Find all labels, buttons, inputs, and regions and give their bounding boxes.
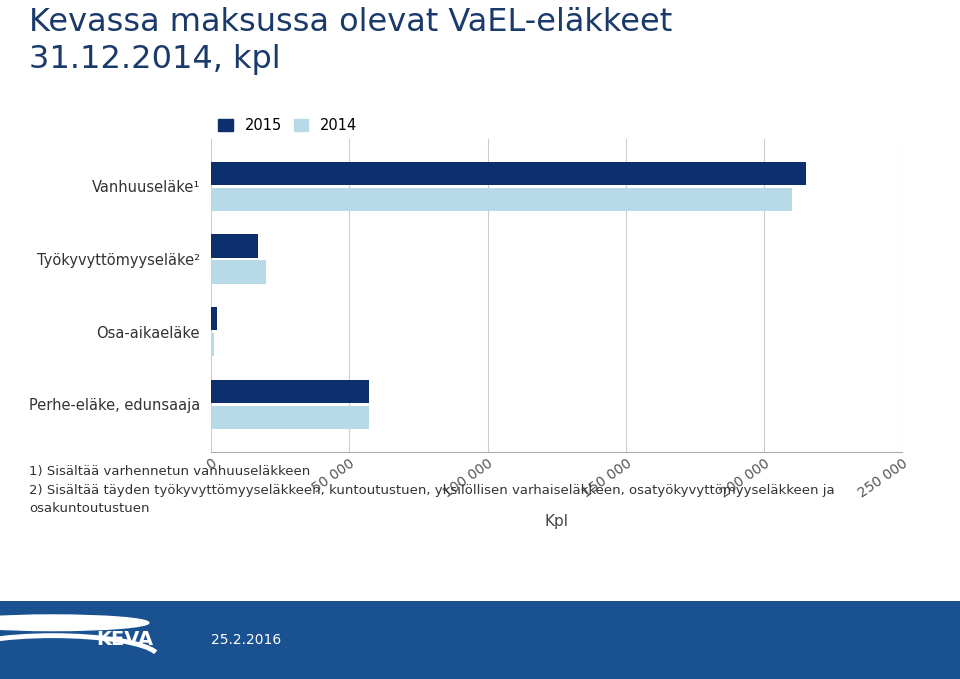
Bar: [211, 333, 214, 356]
Bar: [211, 188, 792, 211]
Text: Kevassa maksussa olevat VaEL-eläkkeet
31.12.2014, kpl: Kevassa maksussa olevat VaEL-eläkkeet 31…: [29, 7, 672, 75]
Text: 25.2.2016: 25.2.2016: [211, 633, 281, 647]
Circle shape: [0, 615, 149, 631]
Bar: [211, 261, 267, 284]
Text: 1) Sisältää varhennetun vanhuuseläkkeen
2) Sisältää täyden työkyvyttömyyseläkkee: 1) Sisältää varhennetun vanhuuseläkkeen …: [29, 465, 834, 515]
Bar: [211, 162, 805, 185]
Text: KEVA: KEVA: [96, 631, 154, 649]
X-axis label: Kpl: Kpl: [544, 515, 568, 530]
Bar: [211, 406, 369, 429]
Bar: [211, 234, 258, 257]
FancyBboxPatch shape: [0, 601, 960, 679]
Legend: 2015, 2014: 2015, 2014: [219, 118, 357, 133]
Bar: [211, 307, 217, 330]
Bar: [211, 380, 369, 403]
